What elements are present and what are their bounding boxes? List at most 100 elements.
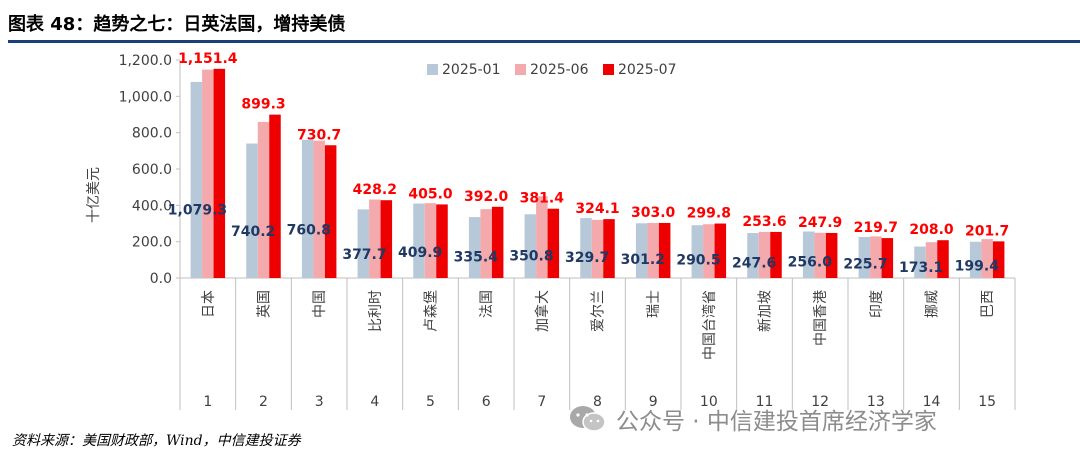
bar <box>468 217 481 278</box>
bar <box>981 239 993 278</box>
data-label-2025-01: 301.2 <box>621 252 665 268</box>
bar <box>814 232 826 278</box>
bar <box>536 196 548 278</box>
bar <box>190 81 203 278</box>
x-category-label: 中国香港 <box>813 290 829 346</box>
x-rank-label: 1 <box>203 394 212 410</box>
x-rank-label: 2 <box>259 394 268 410</box>
x-category-label: 日本 <box>201 290 217 318</box>
bar <box>747 233 759 278</box>
data-label-2025-07: 392.0 <box>464 189 509 205</box>
x-rank-label: 10 <box>700 394 718 410</box>
bar <box>524 214 537 278</box>
data-label-2025-07: 299.8 <box>687 206 731 222</box>
bar <box>257 121 270 278</box>
bar <box>758 231 771 278</box>
data-label-2025-01: 740.2 <box>231 224 275 240</box>
bar <box>969 241 982 278</box>
bar <box>313 140 325 278</box>
data-label-2025-07: 381.4 <box>520 191 565 207</box>
data-label-2025-07: 247.9 <box>798 215 842 231</box>
data-label-2025-01: 377.7 <box>342 247 386 263</box>
bar <box>703 224 715 278</box>
bar <box>357 209 370 278</box>
bar <box>825 232 838 278</box>
x-category-label: 中国 <box>312 290 328 318</box>
bar <box>413 203 425 278</box>
x-rank-label: 9 <box>649 394 658 410</box>
legend-label: 2025-06 <box>530 62 589 78</box>
y-tick-label: 400.0 <box>132 198 172 214</box>
figure-title: 图表 48：趋势之七：日英法国，增持美债 <box>8 14 346 35</box>
x-category-label: 挪威 <box>925 290 941 318</box>
bar <box>658 222 671 278</box>
legend-label: 2025-07 <box>618 62 677 78</box>
data-label-2025-01: 350.8 <box>509 249 553 265</box>
x-category-label: 中国台湾省 <box>701 290 718 360</box>
x-category-label: 卢森堡 <box>424 290 440 332</box>
bar <box>603 219 615 278</box>
legend-swatch <box>515 64 526 75</box>
x-rank-label: 6 <box>482 394 491 410</box>
data-label-2025-01: 290.5 <box>676 253 720 269</box>
x-category-label: 印度 <box>869 290 885 318</box>
bar <box>881 238 894 278</box>
data-label-2025-07: 730.7 <box>297 127 341 143</box>
bar <box>914 246 926 278</box>
data-label-2025-01: 225.7 <box>843 257 887 273</box>
data-label-2025-01: 335.4 <box>454 250 499 266</box>
report-header: 图表 48：趋势之七：日英法国，增持美债 <box>8 4 1080 43</box>
data-label-2025-01: 409.9 <box>398 245 442 261</box>
data-label-2025-07: 253.6 <box>742 214 786 230</box>
x-category-label: 巴西 <box>980 290 996 318</box>
y-tick-label: 200.0 <box>132 235 172 251</box>
bar <box>591 219 604 278</box>
bar <box>491 206 504 278</box>
source-note: 资料来源：美国财政部，Wind，中信建投证券 <box>12 433 301 449</box>
x-rank-label: 5 <box>426 394 435 410</box>
legend-label: 2025-01 <box>442 62 501 78</box>
data-label-2025-01: 247.6 <box>732 255 776 271</box>
x-rank-label: 12 <box>811 394 829 410</box>
bar <box>714 223 727 278</box>
data-label-2025-07: 1,151.4 <box>178 51 238 67</box>
data-label-2025-01: 256.0 <box>788 255 833 271</box>
x-rank-label: 15 <box>978 394 996 410</box>
bar <box>269 114 281 278</box>
watermark: 公众号 · 中信建投首席经济学家 <box>568 402 1058 436</box>
bar-chart: 2025-01 2025-06 2025-07 0.0 200.0 400.0 600.0 8… <box>86 51 1016 410</box>
x-rank-label: 3 <box>315 394 324 410</box>
y-tick-label: 600.0 <box>132 162 172 178</box>
bar <box>937 240 949 278</box>
data-label-2025-01: 760.8 <box>287 223 331 239</box>
watermark-text: 公众号 · 中信建投首席经济学家 <box>616 409 937 435</box>
bar <box>436 204 448 278</box>
bar <box>992 241 1005 278</box>
x-rank-label: 7 <box>537 394 546 410</box>
bar <box>424 203 437 278</box>
bar <box>301 139 314 278</box>
bar <box>202 69 214 279</box>
y-tick-label: 1,000.0 <box>119 89 172 105</box>
bar <box>480 209 492 278</box>
x-rank-label: 13 <box>867 394 885 410</box>
x-category-label: 英国 <box>256 290 273 318</box>
x-rank-label: 14 <box>923 394 941 410</box>
x-category-label: 新加坡 <box>758 290 774 332</box>
data-label-2025-01: 1,079.3 <box>168 202 227 218</box>
bar <box>647 222 659 278</box>
data-label-2025-01: 199.4 <box>955 258 1000 274</box>
y-tick-label: 1,200.0 <box>119 53 172 69</box>
bar <box>580 218 592 278</box>
bar <box>802 231 815 278</box>
data-label-2025-07: 405.0 <box>408 186 453 202</box>
data-label-2025-07: 324.1 <box>575 201 619 217</box>
legend-swatch <box>603 64 614 75</box>
title-rule <box>8 40 1080 43</box>
bar <box>369 199 381 278</box>
wechat-icon <box>570 406 606 432</box>
data-label-2025-01: 173.1 <box>899 260 943 276</box>
y-tick-label: 0.0 <box>150 271 172 287</box>
bar <box>213 68 226 278</box>
bar <box>858 236 871 278</box>
